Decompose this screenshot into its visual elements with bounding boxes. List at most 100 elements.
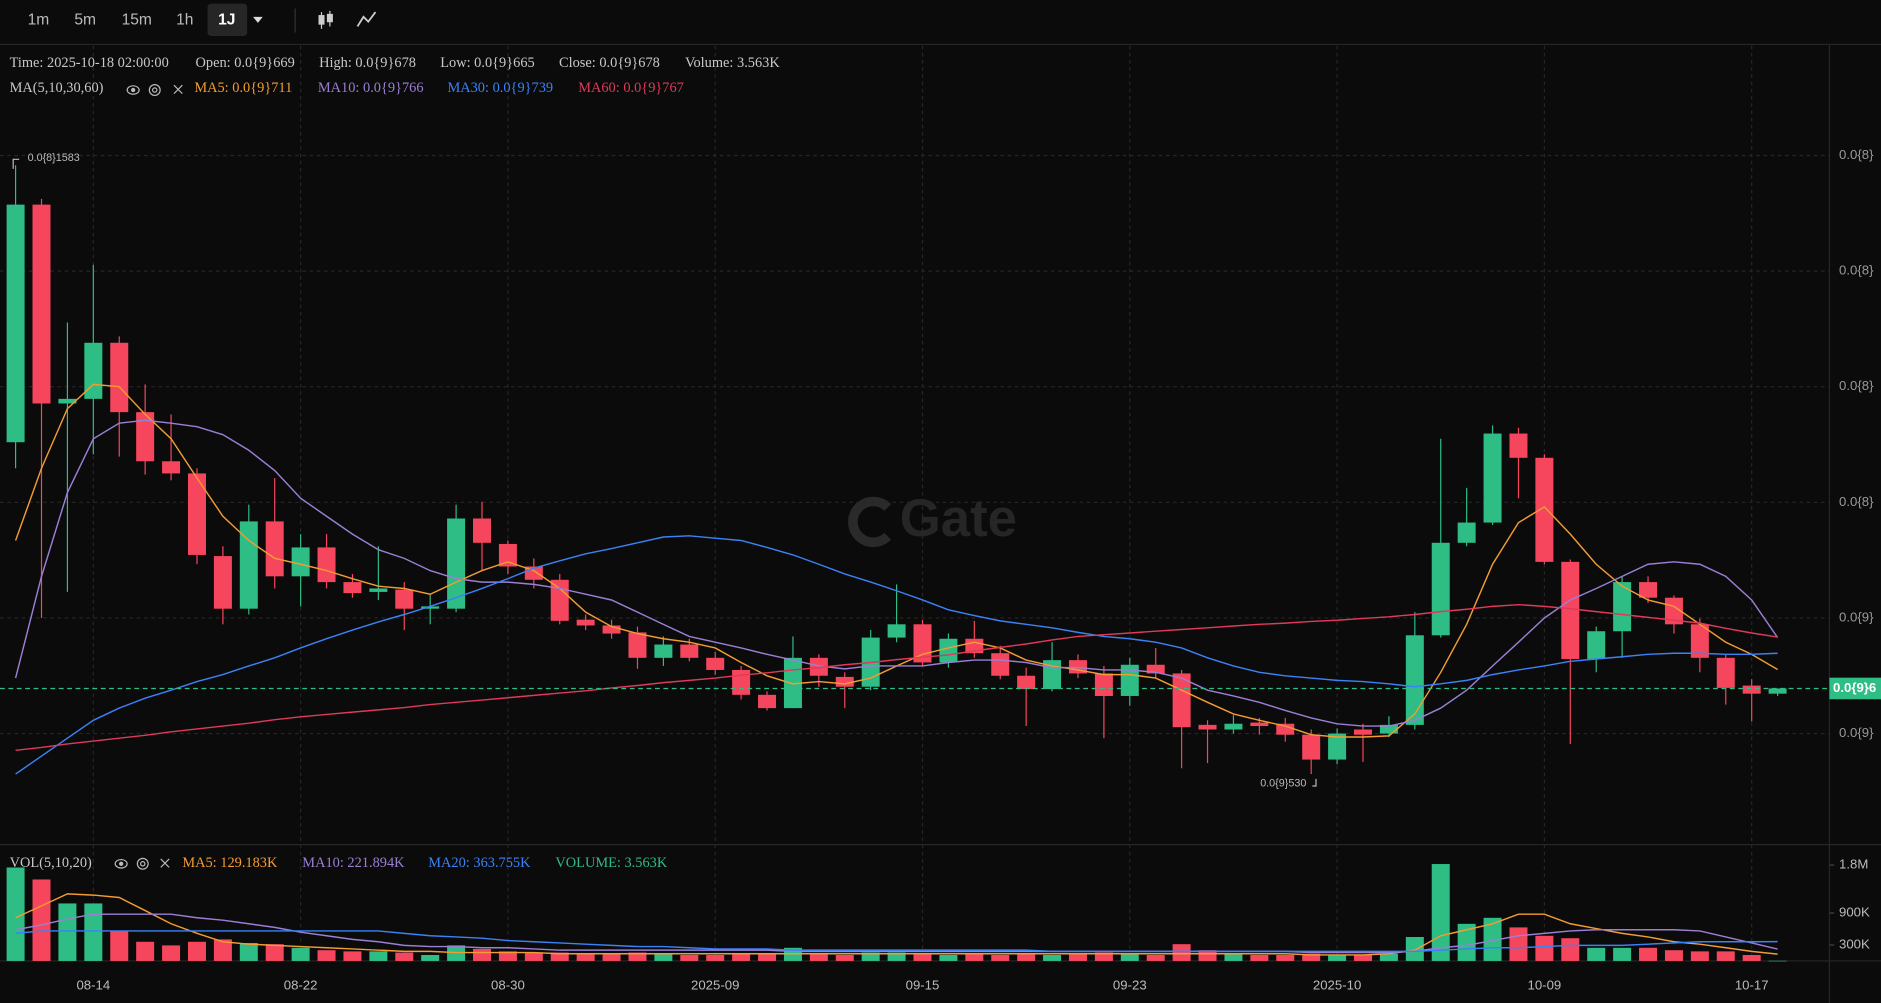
candle-body [162, 461, 181, 474]
volume-bar [1354, 954, 1373, 961]
volume-bar [162, 945, 181, 961]
volume-bar [1431, 864, 1450, 961]
annotation-arrow [1312, 778, 1317, 787]
candle-body [447, 518, 466, 609]
legend-entry: MA10: 0.0{9}766 [318, 80, 424, 96]
volume-bar [887, 952, 906, 961]
volume-bar [1068, 953, 1087, 961]
volume-bar [1768, 960, 1787, 962]
volume-bar [524, 952, 543, 961]
volume-bar [498, 951, 517, 961]
volume-bar [991, 954, 1010, 961]
candle-body [291, 547, 310, 577]
ohlc-info: Open: 0.0{9}669 [196, 55, 295, 71]
interval-button[interactable]: 15m [122, 12, 152, 29]
volume-bar [473, 948, 492, 961]
volume-bar [1613, 947, 1632, 961]
candle-body [1146, 664, 1165, 674]
volume-bar [58, 903, 77, 961]
volume-bar [809, 953, 828, 961]
volume-bar [1535, 935, 1554, 961]
candle-body [1613, 582, 1632, 632]
candle-body [1017, 675, 1036, 690]
current-price-box [1829, 677, 1881, 700]
legend-entry: MA10: 221.894K [302, 855, 405, 871]
candle-body [1587, 631, 1606, 659]
candle-body [473, 518, 492, 543]
candle-body [706, 657, 725, 670]
ohlc-info: Low: 0.0{9}665 [440, 55, 534, 71]
candle-body [576, 619, 595, 626]
candle-body [1172, 673, 1191, 728]
candle-body [421, 606, 440, 609]
candle-body [1431, 542, 1450, 636]
volume-bar [1742, 954, 1761, 961]
volume-bar [965, 953, 984, 961]
candle-body [1664, 597, 1683, 625]
candle-body [1639, 582, 1658, 598]
interval-button[interactable]: 5m [74, 12, 96, 29]
candle-body [654, 644, 673, 658]
volume-bar [136, 941, 155, 961]
ohlc-info: High: 0.0{9}678 [319, 55, 416, 71]
ma-line [14, 419, 1779, 727]
candle-body [6, 204, 25, 443]
ma-line [15, 930, 1778, 953]
indicator-icon[interactable] [356, 11, 377, 27]
volume-bar [628, 952, 647, 961]
candle-body [602, 625, 621, 634]
legend-entry: MA30: 0.0{9}739 [447, 80, 553, 96]
interval-button[interactable]: 1J [218, 12, 235, 29]
candle-body [1509, 433, 1528, 458]
candle-body [1094, 673, 1113, 696]
legend-entry: MA20: 363.755K [428, 855, 531, 871]
candle-body [732, 669, 751, 695]
volume-indicator-label: VOL(5,10,20) [10, 855, 92, 871]
candle-body [317, 547, 336, 583]
ma-line [15, 603, 1778, 752]
volume-tick-label: 900K [1839, 905, 1870, 920]
x-tick-label: 2025-09 [691, 978, 739, 993]
candle-body [1716, 657, 1735, 688]
volume-bar [1587, 947, 1606, 961]
interval-button[interactable]: 1m [28, 12, 50, 29]
volume-bar [32, 879, 51, 961]
volume-bar [1224, 953, 1243, 961]
dropdown-arrow[interactable] [253, 16, 263, 23]
volume-bar [1120, 953, 1139, 961]
volume-bar [213, 939, 232, 961]
volume-bar [913, 953, 932, 961]
volume-bar [1457, 923, 1476, 961]
candle-body [1354, 729, 1373, 735]
y-tick-label: 0.0{8} [1839, 378, 1874, 393]
candle-body [1379, 724, 1398, 734]
candle-body [110, 342, 129, 413]
volume-bar [1509, 927, 1528, 961]
volume-bar [317, 950, 336, 961]
volume-bar [758, 953, 777, 961]
interval-button[interactable]: 1h [176, 12, 193, 29]
legend-icons[interactable] [114, 84, 183, 870]
x-tick-label: 10-09 [1528, 978, 1562, 993]
volume-bar [1690, 951, 1709, 961]
volume-bar [1146, 954, 1165, 961]
candle-icon[interactable] [318, 10, 333, 29]
candle-body [1483, 433, 1502, 523]
candle-body [939, 638, 958, 663]
volume-bar [369, 951, 388, 961]
volume-bar [861, 952, 880, 961]
volume-tick-label: 1.8M [1839, 857, 1868, 872]
x-tick-label: 08-14 [76, 978, 110, 993]
candle-body [887, 624, 906, 638]
candle-body [136, 412, 155, 462]
annotation-label: 0.0{8}1583 [28, 152, 80, 164]
candle-body [369, 588, 388, 592]
candle-body [395, 589, 414, 609]
ma-line [15, 893, 1778, 956]
legend-entry: MA60: 0.0{9}767 [578, 80, 684, 96]
legend-entry: VOLUME: 3.563K [555, 855, 667, 871]
volume-bar [421, 954, 440, 961]
volume-bar [654, 953, 673, 961]
candle-body [680, 644, 699, 658]
